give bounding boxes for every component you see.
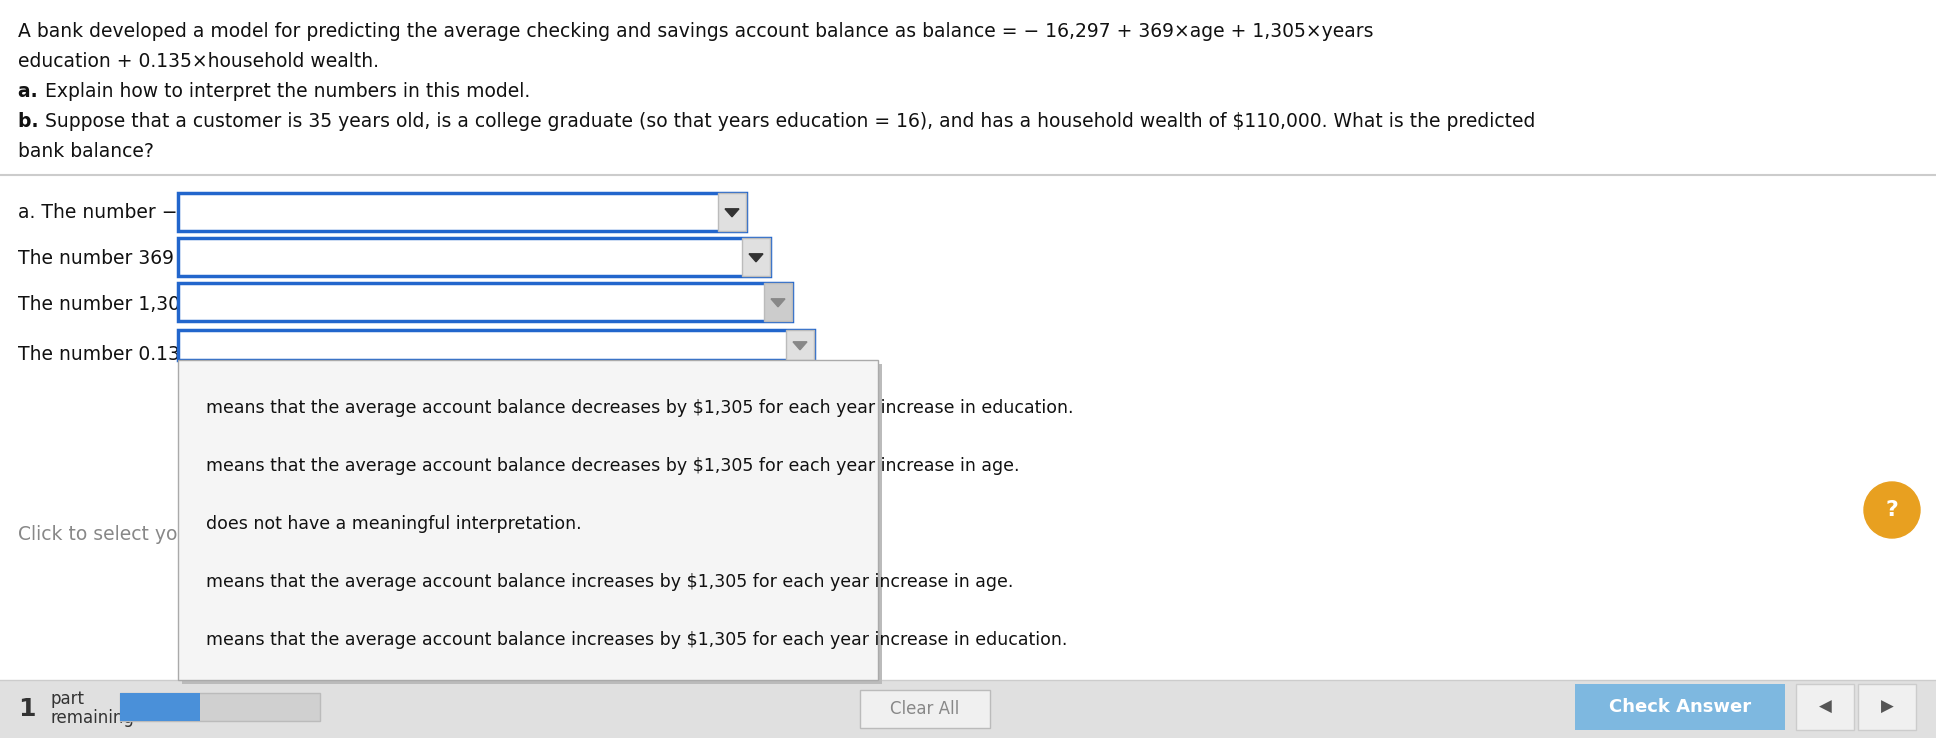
- Text: A bank developed a model for predicting the average checking and savings account: A bank developed a model for predicting …: [17, 22, 1373, 41]
- Polygon shape: [794, 342, 807, 350]
- Text: Suppose that a customer is 35 years old, is a college graduate (so that years ed: Suppose that a customer is 35 years old,…: [45, 112, 1535, 131]
- Text: The number 0.135: The number 0.135: [17, 345, 192, 365]
- Text: Clear All: Clear All: [891, 700, 960, 718]
- Polygon shape: [749, 254, 763, 262]
- FancyBboxPatch shape: [765, 283, 792, 321]
- FancyBboxPatch shape: [741, 238, 771, 276]
- Text: ?: ?: [1886, 500, 1899, 520]
- FancyBboxPatch shape: [120, 693, 199, 721]
- Text: means that the average account balance decreases by $1,305 for each year increas: means that the average account balance d…: [205, 399, 1073, 417]
- Text: does not have a meaningful interpretation.: does not have a meaningful interpretatio…: [205, 515, 581, 533]
- Text: means that the average account balance increases by $1,305 for each year increas: means that the average account balance i…: [205, 631, 1067, 649]
- FancyBboxPatch shape: [860, 690, 989, 728]
- FancyBboxPatch shape: [178, 193, 745, 231]
- Text: remaining: remaining: [50, 709, 134, 727]
- Text: b.: b.: [17, 112, 45, 131]
- Text: part: part: [50, 690, 83, 708]
- FancyBboxPatch shape: [1859, 684, 1917, 730]
- Text: ◀: ◀: [1818, 698, 1831, 716]
- Polygon shape: [771, 299, 784, 307]
- Text: Check Answer: Check Answer: [1609, 698, 1750, 716]
- Text: The number 369: The number 369: [17, 249, 174, 267]
- FancyBboxPatch shape: [718, 193, 745, 231]
- Text: education + 0.135×household wealth.: education + 0.135×household wealth.: [17, 52, 379, 71]
- Text: a. The number − 16,297: a. The number − 16,297: [17, 204, 250, 222]
- FancyBboxPatch shape: [1576, 684, 1785, 730]
- FancyBboxPatch shape: [1797, 684, 1855, 730]
- Text: a.: a.: [17, 82, 45, 101]
- FancyBboxPatch shape: [178, 360, 879, 680]
- FancyBboxPatch shape: [0, 680, 1936, 738]
- FancyBboxPatch shape: [182, 364, 883, 684]
- Circle shape: [1864, 482, 1921, 538]
- FancyBboxPatch shape: [178, 283, 792, 321]
- Text: Explain how to interpret the numbers in this model.: Explain how to interpret the numbers in …: [45, 82, 530, 101]
- Polygon shape: [724, 209, 740, 217]
- Text: means that the average account balance decreases by $1,305 for each year increas: means that the average account balance d…: [205, 457, 1020, 475]
- Text: means that the average account balance increases by $1,305 for each year increas: means that the average account balance i…: [205, 573, 1013, 591]
- FancyBboxPatch shape: [178, 238, 771, 276]
- FancyBboxPatch shape: [120, 693, 319, 721]
- Text: bank balance?: bank balance?: [17, 142, 153, 161]
- Text: The number 1,305: The number 1,305: [17, 295, 192, 314]
- Text: ▶: ▶: [1880, 698, 1893, 716]
- Text: 1: 1: [17, 697, 35, 721]
- FancyBboxPatch shape: [178, 330, 813, 360]
- Text: Click to select your: Click to select your: [17, 525, 197, 545]
- FancyBboxPatch shape: [786, 330, 813, 360]
